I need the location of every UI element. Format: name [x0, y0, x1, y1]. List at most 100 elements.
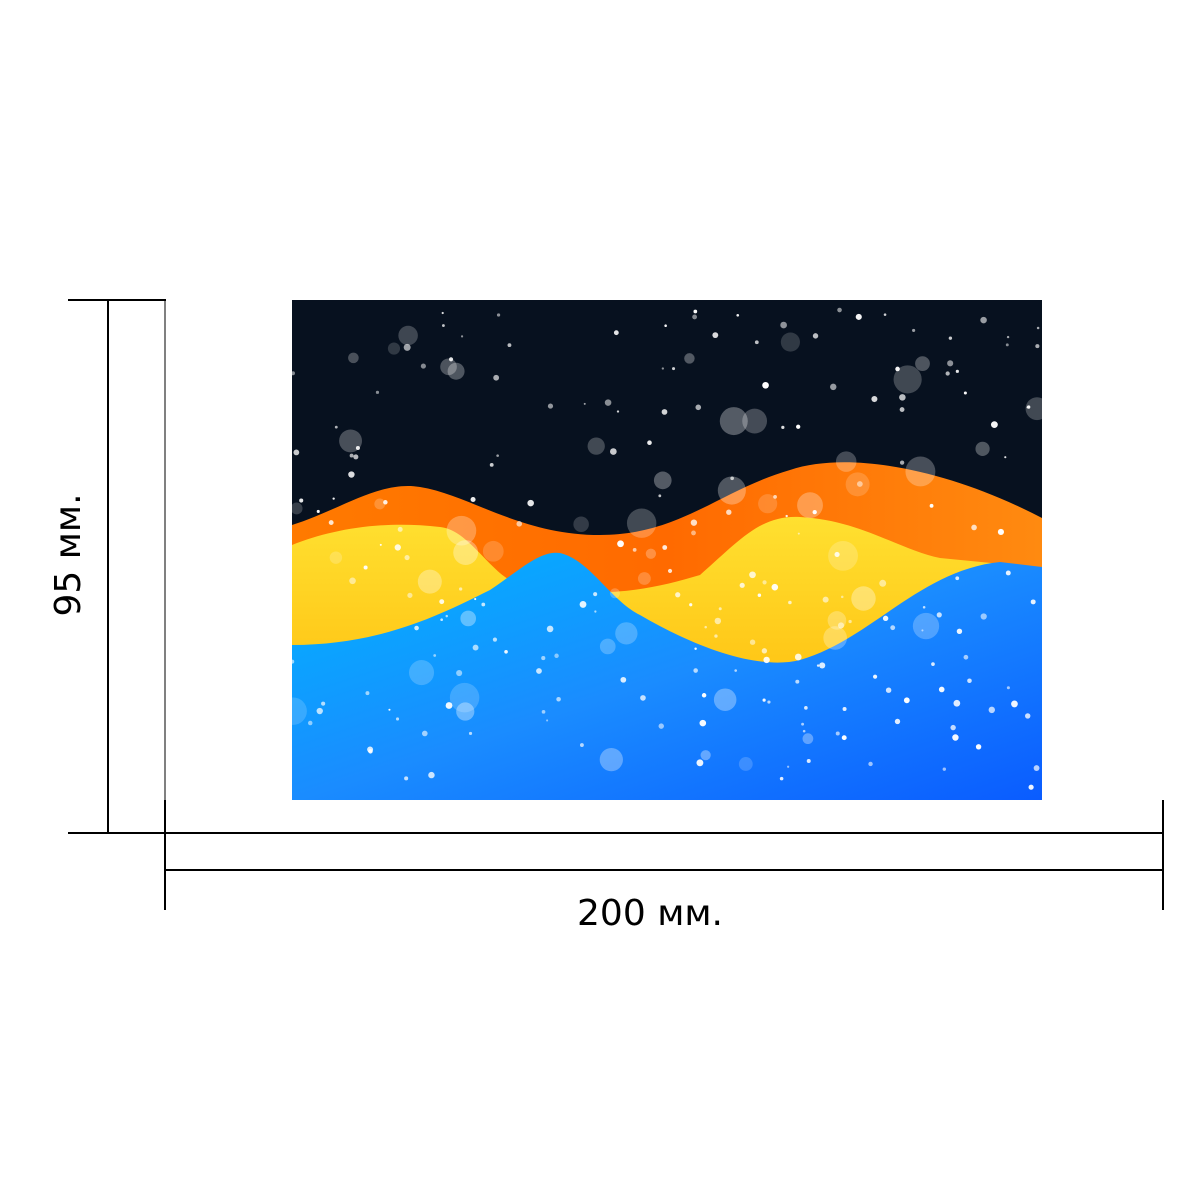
- sparkle: [292, 371, 295, 376]
- sparkle: [695, 404, 702, 411]
- sparkle: [460, 335, 464, 338]
- sparkle: [749, 571, 756, 579]
- sparkle: [507, 343, 512, 348]
- sparkle: [1005, 343, 1009, 347]
- sparkle: [795, 679, 800, 684]
- height-label: 95 мм.: [48, 493, 89, 616]
- sparkle: [626, 508, 657, 538]
- sparkle: [816, 664, 820, 667]
- sparkle: [713, 688, 737, 711]
- sparkle: [912, 328, 916, 333]
- sparkle: [882, 615, 889, 622]
- sparkle: [757, 593, 762, 597]
- sparkle: [408, 660, 435, 686]
- sparkle: [749, 639, 756, 645]
- sparkle: [379, 543, 382, 546]
- sparkle: [871, 396, 878, 403]
- sparkle: [762, 580, 767, 585]
- sparkle: [556, 696, 561, 702]
- sparkle: [439, 599, 445, 605]
- sparkle: [449, 682, 480, 713]
- sparkle: [428, 771, 435, 779]
- sparkle: [804, 706, 808, 710]
- sparkle: [726, 509, 732, 515]
- sparkle: [299, 498, 304, 503]
- sparkle: [693, 668, 698, 673]
- sparkle: [316, 509, 320, 513]
- sparkle: [936, 612, 942, 618]
- sparkle: [1025, 713, 1031, 719]
- sparkle: [885, 687, 892, 693]
- sparkle: [339, 429, 363, 453]
- sparkle: [328, 520, 334, 526]
- sparkle: [950, 724, 956, 731]
- sparkle: [496, 454, 499, 457]
- sparkle: [599, 747, 623, 772]
- sparkle: [822, 596, 829, 603]
- sparkle: [334, 425, 338, 429]
- sparkle: [1030, 599, 1036, 605]
- sparkle: [812, 333, 819, 339]
- sparkle: [841, 735, 847, 741]
- sparkle: [890, 625, 896, 631]
- sparkle: [990, 421, 998, 429]
- sparkle: [868, 761, 873, 767]
- sparkle: [579, 743, 584, 747]
- sparkle: [316, 707, 323, 715]
- sparkle: [554, 653, 559, 659]
- sparkle: [349, 453, 354, 458]
- sparkle: [718, 607, 722, 611]
- sparkle: [456, 669, 463, 677]
- sparkle: [536, 668, 542, 674]
- sparkle: [704, 625, 707, 629]
- sparkle: [387, 342, 401, 355]
- sparkle: [383, 500, 388, 505]
- sparkle: [292, 502, 303, 515]
- sparkle: [587, 437, 605, 455]
- sparkle: [988, 706, 995, 714]
- sparkle: [963, 654, 969, 660]
- artwork: [292, 300, 1042, 800]
- sparkle: [1011, 700, 1018, 708]
- sparkle: [730, 476, 734, 481]
- sparkle: [448, 357, 454, 362]
- sparkle: [472, 644, 479, 651]
- sparkle: [883, 313, 887, 316]
- sparkle: [404, 776, 409, 781]
- sparkle: [637, 572, 651, 585]
- sparkle: [459, 587, 463, 591]
- sparkle: [348, 352, 359, 364]
- sparkle: [952, 734, 959, 741]
- sparkle: [481, 602, 486, 607]
- sparkle: [717, 476, 746, 505]
- sparkle: [837, 622, 845, 629]
- sparkle: [599, 638, 616, 655]
- sparkle: [895, 366, 900, 372]
- sparkle: [945, 371, 950, 376]
- sparkle: [787, 765, 790, 768]
- sparkle: [692, 314, 698, 320]
- sparkle: [1005, 570, 1011, 576]
- sparkle: [848, 619, 852, 624]
- sparkle: [684, 353, 695, 364]
- sparkle: [583, 402, 586, 405]
- sparkle: [828, 540, 858, 571]
- sparkle: [547, 403, 554, 409]
- sparkle: [855, 313, 862, 320]
- sparkle: [460, 610, 477, 627]
- sparkle: [975, 441, 990, 456]
- sparkle: [365, 691, 370, 696]
- sparkle: [903, 697, 910, 704]
- sparkle: [468, 731, 473, 735]
- sparkle: [616, 410, 620, 413]
- sparkle: [794, 653, 802, 661]
- sparkle: [609, 588, 620, 599]
- sparkle: [691, 530, 696, 536]
- sparkle: [980, 316, 987, 324]
- sparkle: [837, 307, 842, 313]
- sparkle: [1006, 686, 1010, 690]
- sparkle: [1033, 765, 1040, 771]
- sparkle: [541, 656, 546, 661]
- sparkle: [893, 365, 922, 394]
- sparkle: [905, 456, 936, 487]
